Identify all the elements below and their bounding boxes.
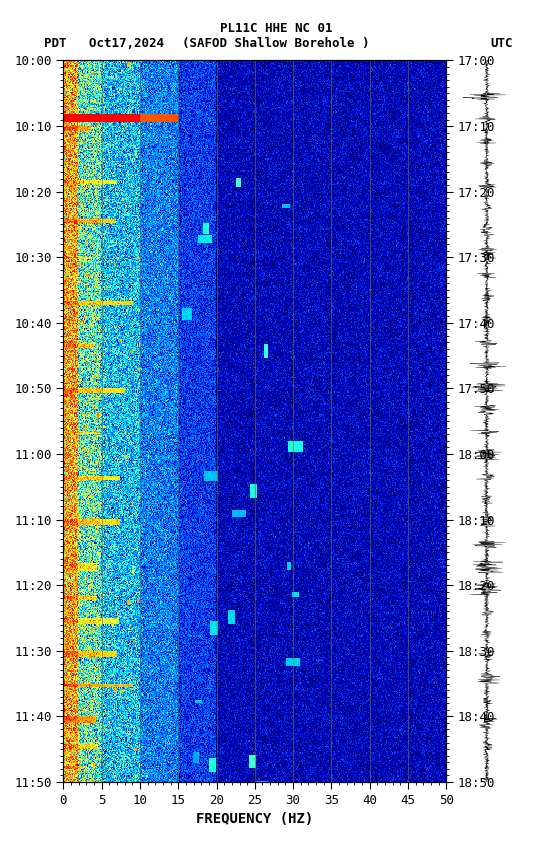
X-axis label: FREQUENCY (HZ): FREQUENCY (HZ) — [196, 812, 314, 826]
Text: PL11C HHE NC 01: PL11C HHE NC 01 — [220, 22, 332, 35]
Text: UTC: UTC — [491, 37, 513, 50]
Text: (SAFOD Shallow Borehole ): (SAFOD Shallow Borehole ) — [182, 37, 370, 50]
Text: PDT   Oct17,2024: PDT Oct17,2024 — [44, 37, 164, 50]
